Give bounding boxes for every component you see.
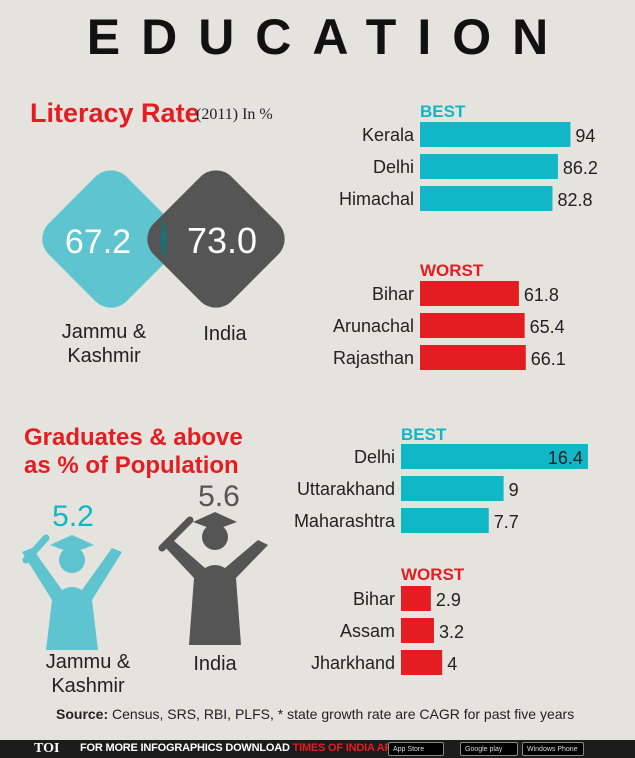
bar-chart-2-value: 61.8 <box>524 285 559 305</box>
bar-chart-4-bar <box>401 650 443 675</box>
jk-graduate-label-1: Jammu & <box>45 651 131 673</box>
bar-chart-4-title: WORST <box>401 565 465 584</box>
bar-chart-1-category: Kerala <box>362 125 415 145</box>
diamond-overlap <box>160 219 167 259</box>
bar-chart-3-value: 7.7 <box>494 512 519 532</box>
jk-graduate-figure <box>22 534 122 650</box>
bar-chart-2-bar <box>420 313 525 338</box>
bar-chart-3-bar <box>401 476 504 501</box>
jk-graduate-value: 5.2 <box>52 500 94 533</box>
graduates-heading-line-2: as % of Population <box>24 452 239 479</box>
footer-text-2: TIMES OF INDIA APP <box>292 742 399 754</box>
jk-literacy-label-2: Kashmir <box>67 345 141 367</box>
bar-chart-3-title: BEST <box>401 425 447 444</box>
bar-chart-4-category: Bihar <box>353 589 395 609</box>
bar-chart-3-bar <box>401 444 588 469</box>
bar-chart-2-category: Arunachal <box>333 316 414 336</box>
bar-chart-3-bar <box>401 508 489 533</box>
source-text: Census, SRS, RBI, PLFS, * state growth r… <box>108 706 575 722</box>
jk-literacy-value: 67.2 <box>65 223 131 261</box>
bar-chart-2-value: 66.1 <box>531 349 566 369</box>
india-literacy-label: India <box>203 323 247 345</box>
india-literacy-value: 73.0 <box>187 220 257 261</box>
jk-literacy-label-1: Jammu & <box>61 321 147 343</box>
bar-chart-4-category: Jharkhand <box>311 653 395 673</box>
page-title: EDUCATION <box>86 9 570 65</box>
bar-chart-1-bar <box>420 186 553 211</box>
bar-chart-1-value: 86.2 <box>563 158 598 178</box>
bar-chart-2-category: Bihar <box>372 284 414 304</box>
bar-chart-4-value: 2.9 <box>436 590 461 610</box>
graduates-heading: Graduates & above as % of Population <box>24 424 243 480</box>
bar-chart-1-bar <box>420 122 571 147</box>
footer-text: FOR MORE INFOGRAPHICS DOWNLOAD TIMES OF … <box>80 742 399 754</box>
bar-chart-1-bar <box>420 154 558 179</box>
bar-chart-3-value: 16.4 <box>548 448 583 468</box>
bar-chart-3-category: Maharashtra <box>294 511 396 531</box>
india-graduate-value: 5.6 <box>198 480 240 513</box>
india-graduate-figure <box>158 512 268 645</box>
graduates-heading-line-1: Graduates & above <box>24 424 243 451</box>
bar-chart-2-value: 65.4 <box>530 317 565 337</box>
literacy-subheading: (2011) In % <box>196 106 273 123</box>
app-store-badge[interactable]: App Store <box>388 742 444 756</box>
bar-chart-2-title: WORST <box>420 261 484 280</box>
literacy-heading: Literacy Rate <box>30 98 200 128</box>
literacy-diamonds: 67.2 73.0 <box>42 170 285 308</box>
bar-chart-3-value: 9 <box>509 480 519 500</box>
bar-chart-2-category: Rajasthan <box>333 348 414 368</box>
google-play-badge[interactable]: Google play <box>460 742 518 756</box>
bar-chart-1-value: 94 <box>575 126 595 146</box>
windows-phone-badge[interactable]: Windows Phone <box>522 742 584 756</box>
jk-graduate-label-2: Kashmir <box>51 675 125 697</box>
footer-bar: TOI FOR MORE INFOGRAPHICS DOWNLOAD TIMES… <box>0 740 635 758</box>
bar-chart-4-category: Assam <box>340 621 395 641</box>
bar-chart-4-value: 3.2 <box>439 622 464 642</box>
bar-chart-1-category: Delhi <box>373 157 414 177</box>
bar-chart-4-value: 4 <box>447 654 457 674</box>
footer-text-1: FOR MORE INFOGRAPHICS DOWNLOAD <box>80 742 293 754</box>
toi-logo: TOI <box>34 741 60 756</box>
bar-chart-3-category: Delhi <box>354 447 395 467</box>
india-literacy-diamond <box>147 170 285 308</box>
bar-chart-1-title: BEST <box>420 102 466 121</box>
bar-chart-4-bar <box>401 586 431 611</box>
source-note: Source: Census, SRS, RBI, PLFS, * state … <box>56 706 574 722</box>
jk-literacy-diamond <box>42 170 180 308</box>
bar-chart-1-category: Himachal <box>339 189 414 209</box>
source-label: Source: <box>56 706 109 722</box>
india-graduate-label: India <box>193 653 237 675</box>
bar-chart-2-bar <box>420 345 526 370</box>
bar-chart-2-bar <box>420 281 519 306</box>
bar-chart-4-bar <box>401 618 434 643</box>
bar-chart-3-category: Uttarakhand <box>297 479 395 499</box>
bar-chart-1-value: 82.8 <box>557 190 592 210</box>
